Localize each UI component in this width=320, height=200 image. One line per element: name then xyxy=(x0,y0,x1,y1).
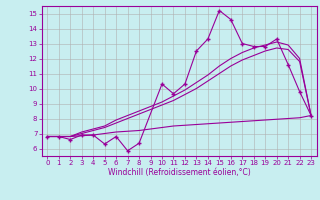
X-axis label: Windchill (Refroidissement éolien,°C): Windchill (Refroidissement éolien,°C) xyxy=(108,168,251,177)
